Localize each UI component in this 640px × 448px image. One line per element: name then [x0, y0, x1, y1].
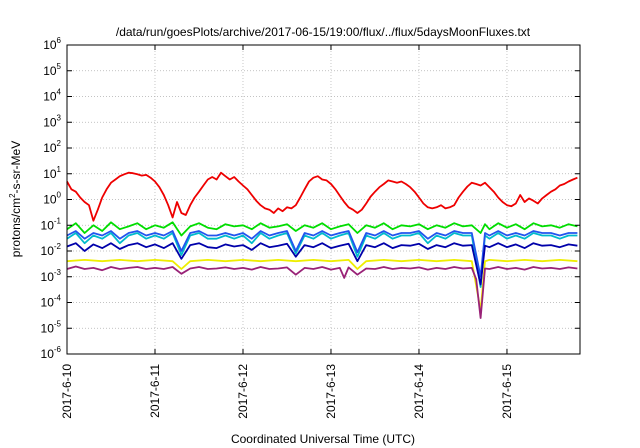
x-axis-ticks: 2017-6-10 2017-6-11 2017-6-12 2017-6-13 2017…: [60, 45, 514, 419]
y-tick-base: 10: [41, 218, 55, 232]
y-tick-exponent: -5: [54, 319, 62, 328]
y-tick-label: 105: [43, 62, 61, 78]
y-tick-label: 10-2: [41, 242, 62, 258]
chart-title: /data/run/goesPlots/archive/2017-06-15/1…: [116, 25, 531, 39]
x-axis-label: Coordinated Universal Time (UTC): [231, 432, 415, 446]
y-tick-label: 10-4: [41, 294, 62, 310]
series-line-4: [66, 230, 578, 278]
y-tick-base: 10: [43, 38, 57, 52]
y-tick-label: 104: [43, 88, 61, 104]
y-tick-base: 10: [41, 244, 55, 258]
series-line-3: [66, 232, 578, 288]
y-tick-label: 101: [43, 165, 61, 181]
x-tick-label: 2017-6-10: [60, 364, 74, 419]
series-line-7: [66, 265, 578, 319]
series-line-2: [66, 221, 578, 237]
series-line-5: [66, 242, 578, 286]
y-tick-base: 10: [43, 167, 57, 181]
y-tick-label: 10-3: [41, 268, 62, 284]
y-axis-label-post: -s-sr-MeV: [9, 141, 23, 194]
y-tick-base: 10: [41, 321, 55, 335]
y-axis-label: protons/cm2-s-sr-MeV: [8, 141, 23, 257]
series-line-1: [66, 171, 578, 222]
y-tick-exponent: -4: [54, 294, 62, 303]
y-axis-label-sup: 2: [8, 193, 17, 198]
y-tick-exponent: -3: [54, 268, 62, 277]
y-tick-exponent: -1: [54, 216, 62, 225]
y-tick-exponent: 5: [57, 62, 62, 71]
y-tick-exponent: 0: [57, 191, 62, 200]
y-tick-exponent: 2: [57, 139, 62, 148]
y-tick-base: 10: [43, 64, 57, 78]
y-tick-base: 10: [41, 270, 55, 284]
y-tick-base: 10: [43, 193, 57, 207]
y-tick-exponent: 3: [57, 113, 62, 122]
y-tick-exponent: 1: [57, 165, 62, 174]
y-tick-label: 106: [43, 36, 61, 52]
y-tick-exponent: -2: [54, 242, 62, 251]
y-tick-base: 10: [41, 347, 55, 361]
x-tick-label: 2017-6-12: [236, 364, 250, 419]
x-tick-label: 2017-6-13: [324, 364, 338, 419]
y-tick-base: 10: [43, 115, 57, 129]
y-tick-exponent: 6: [57, 36, 62, 45]
y-axis-ticks: 10-610-510-410-310-210-11001011021031041…: [41, 36, 580, 361]
x-tick-label: 2017-6-11: [148, 364, 162, 418]
y-tick-label: 102: [43, 139, 61, 155]
y-tick-base: 10: [41, 296, 55, 310]
y-axis-label-pre: protons/cm: [9, 198, 23, 257]
y-tick-label: 10-6: [41, 345, 62, 361]
y-tick-label: 100: [43, 191, 61, 207]
series-group: [66, 171, 578, 319]
y-tick-base: 10: [43, 141, 57, 155]
y-tick-exponent: 4: [57, 88, 62, 97]
y-tick-base: 10: [43, 90, 57, 104]
y-tick-label: 10-5: [41, 319, 62, 335]
grid: [67, 45, 580, 354]
x-tick-label: 2017-6-14: [412, 364, 426, 419]
y-tick-label: 10-1: [41, 216, 62, 232]
y-tick-exponent: -6: [54, 345, 62, 354]
x-tick-label: 2017-6-15: [500, 364, 514, 419]
series-line-6: [66, 258, 578, 312]
y-tick-label: 103: [43, 113, 61, 129]
